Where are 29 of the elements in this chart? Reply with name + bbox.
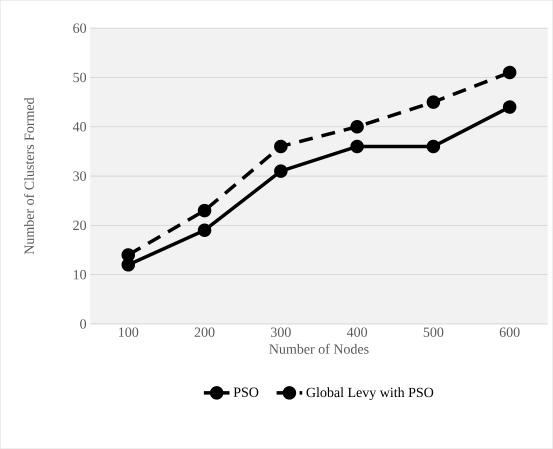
y-tick-label: 20 bbox=[73, 220, 86, 230]
x-tick-label: 300 bbox=[271, 327, 291, 337]
x-axis-title: Number of Nodes bbox=[269, 344, 369, 354]
point bbox=[198, 224, 212, 238]
y-tick-label: 50 bbox=[73, 72, 86, 82]
y-tick-label: 30 bbox=[73, 171, 86, 181]
point bbox=[198, 204, 212, 218]
y-tick-label: 40 bbox=[72, 122, 86, 132]
legend-label: Global Levy with PSO bbox=[306, 387, 434, 400]
legend-label: PSO bbox=[234, 388, 258, 397]
point bbox=[274, 164, 288, 178]
point bbox=[350, 120, 364, 134]
x-tick-label: 400 bbox=[346, 327, 368, 337]
point bbox=[426, 140, 440, 154]
x-tick-label: 500 bbox=[424, 327, 444, 337]
x-tick-label: 100 bbox=[119, 327, 138, 337]
point bbox=[122, 258, 136, 272]
y-tick-label: 60 bbox=[73, 23, 86, 33]
point bbox=[426, 95, 440, 109]
y-tick-label: 10 bbox=[74, 270, 86, 280]
point bbox=[502, 66, 516, 80]
x-tick-label: 600 bbox=[500, 327, 520, 337]
x-tick-label: 200 bbox=[194, 327, 215, 337]
y-tick-label: 0 bbox=[80, 319, 86, 329]
point bbox=[350, 140, 364, 154]
y-axis-title: Number of Clusters Formed bbox=[24, 98, 34, 254]
point bbox=[122, 248, 136, 262]
point bbox=[502, 100, 516, 114]
point bbox=[274, 140, 288, 154]
